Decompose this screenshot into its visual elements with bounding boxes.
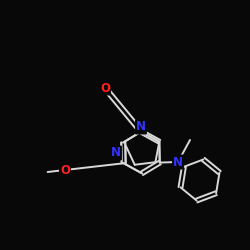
Text: N: N: [173, 156, 183, 168]
Text: O: O: [60, 164, 70, 176]
Text: O: O: [100, 82, 110, 94]
Text: N: N: [136, 120, 146, 134]
Text: N: N: [111, 146, 121, 160]
